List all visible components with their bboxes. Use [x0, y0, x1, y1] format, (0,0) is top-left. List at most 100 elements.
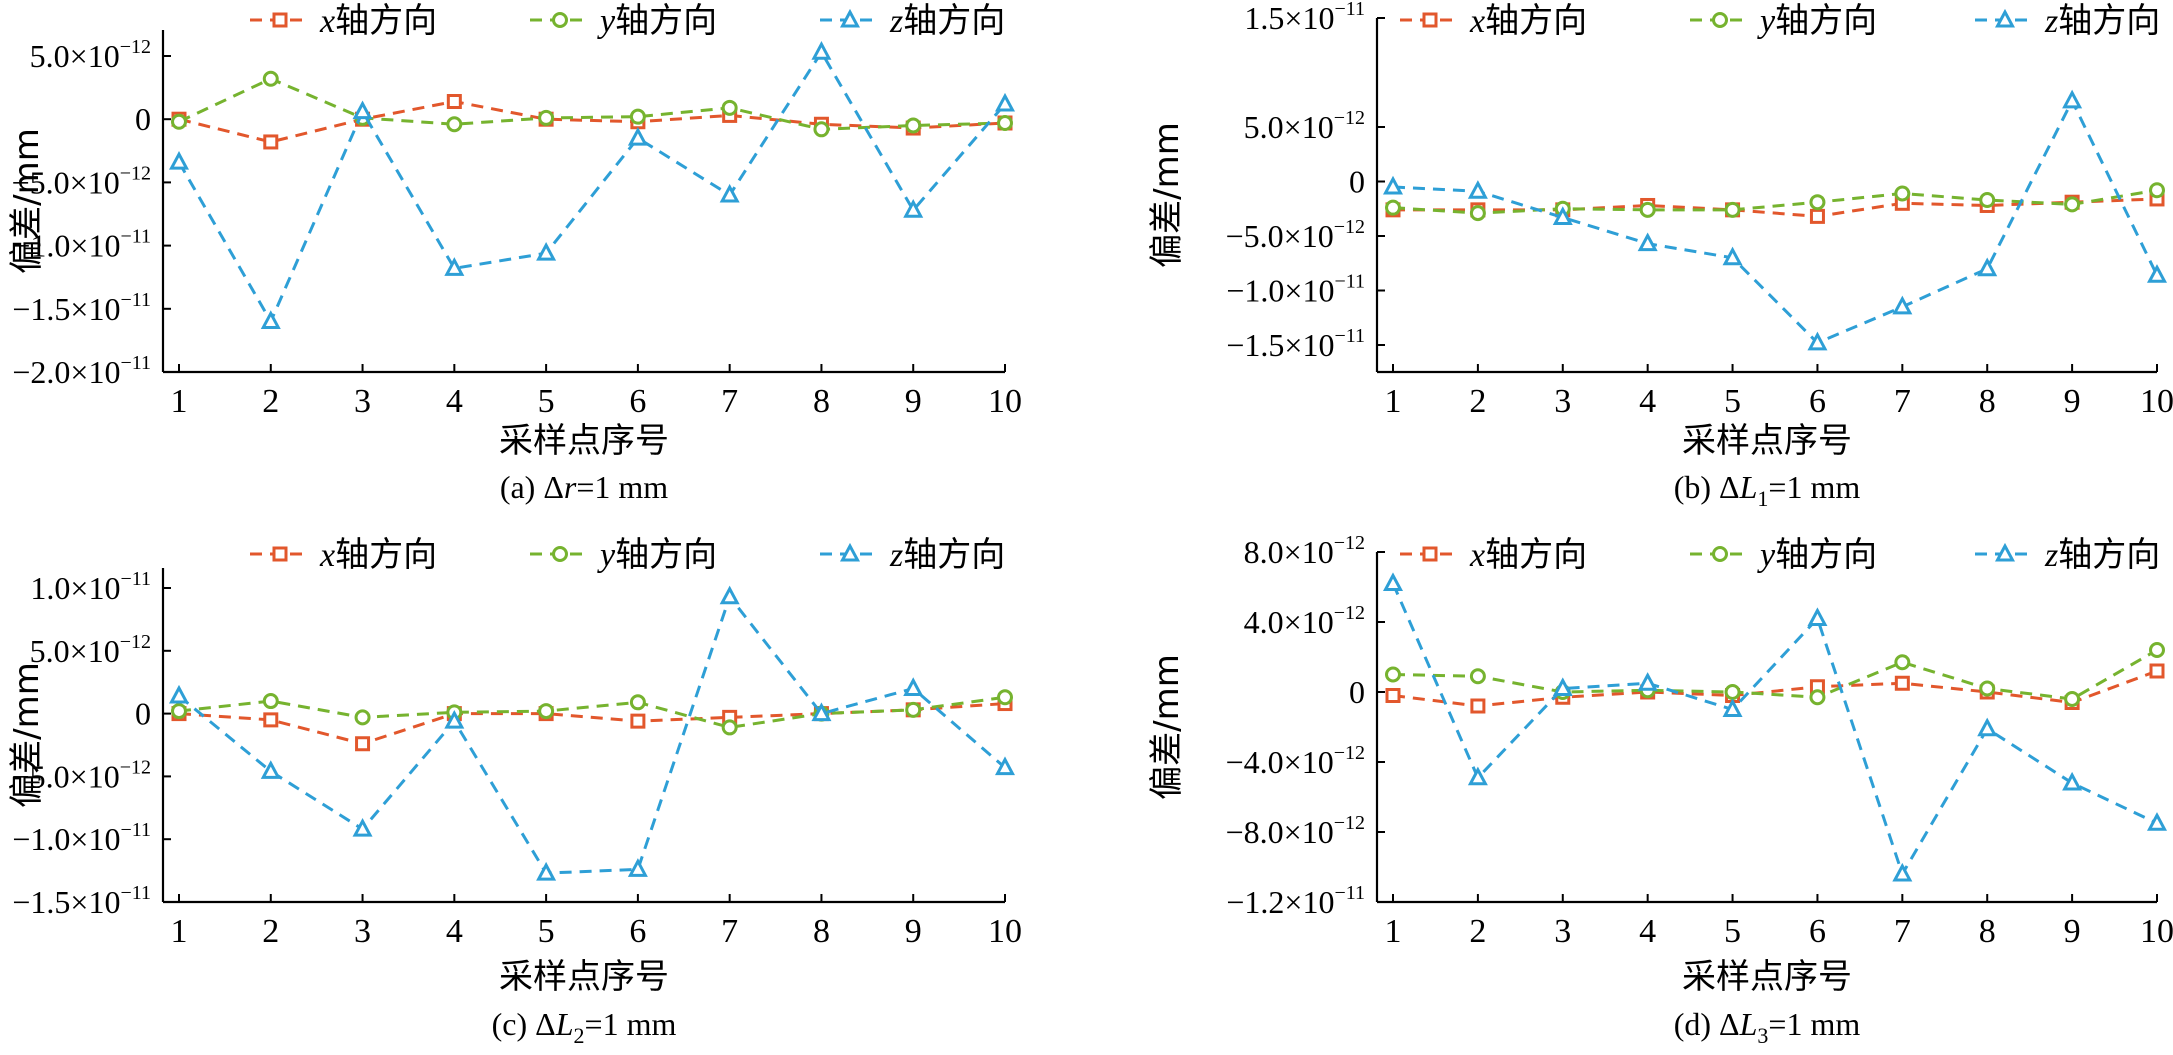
x-tick-label: 3 [354, 383, 371, 420]
data-point-y [2064, 196, 2081, 213]
data-point-z [1552, 677, 1573, 696]
data-point-y [2149, 182, 2165, 199]
y-axis-label: 偏差/mm [1147, 122, 1187, 268]
y-tick-label: −1.0×10−11 [12, 226, 151, 264]
data-point-z [994, 756, 1016, 776]
x-tick-label: 6 [629, 383, 646, 420]
data-point-y [2064, 691, 2081, 707]
x-tick-label: 9 [2064, 383, 2081, 420]
data-point-y [629, 694, 646, 711]
data-point-z [1807, 607, 1828, 626]
series-line-y [178, 77, 1006, 131]
data-point-y [538, 109, 555, 126]
y-tick-label: −8.0×10−12 [1226, 812, 1365, 850]
data-point-z [2062, 89, 2083, 109]
data-point-y [1809, 689, 1826, 706]
y-tick-label: −5.0×10−12 [1226, 216, 1365, 254]
y-tick-label: −1.5×10−11 [12, 289, 151, 327]
x-tick-label: 5 [538, 383, 555, 420]
series-line-x [178, 702, 1006, 746]
series-line-x [1392, 669, 2158, 708]
data-point-x [630, 713, 646, 729]
y-axis-label: 偏差/mm [1147, 654, 1187, 800]
data-point-z [2146, 264, 2168, 283]
data-point-z [1467, 180, 1488, 199]
x-tick-label: 2 [1469, 383, 1486, 420]
legend-marker [272, 12, 288, 28]
data-point-z [260, 760, 281, 779]
data-point-z [2146, 812, 2168, 831]
legend-label-x: x轴方向 [1469, 535, 1587, 575]
data-point-y [1469, 205, 1486, 222]
data-point-y [171, 113, 187, 130]
x-tick-label: 2 [1469, 913, 1486, 950]
data-point-z [1637, 672, 1658, 691]
y-tick-label: −1.2×10−11 [1226, 882, 1365, 920]
x-tick-label: 7 [1894, 383, 1911, 420]
series-line-y [1392, 188, 2158, 215]
x-tick-label: 10 [2140, 383, 2173, 420]
data-point-y [1469, 668, 1486, 685]
legend-label-z: z轴方向 [889, 535, 1005, 575]
y-tick-label: 0 [135, 101, 151, 137]
x-axis-label: 采样点序号 [499, 957, 669, 997]
data-point-y [721, 99, 738, 116]
data-point-y [262, 693, 279, 710]
data-point-y [1809, 194, 1826, 211]
data-point-y [997, 114, 1013, 131]
data-point-y [2149, 642, 2165, 658]
series-line-z [178, 593, 1006, 875]
y-axis-label: 偏差/mm [7, 662, 47, 808]
data-point-z [1807, 331, 1828, 351]
data-point-y [1894, 185, 1911, 202]
series-line-z [177, 49, 1007, 325]
y-tick-label: −4.0×10−12 [1226, 742, 1365, 780]
data-point-z [1552, 206, 1573, 225]
data-point-z [2062, 771, 2083, 791]
data-point-z [168, 150, 190, 170]
y-axis-label: 偏差/mm [7, 128, 47, 274]
data-point-z [536, 861, 557, 881]
data-point-y [1385, 666, 1401, 683]
data-point-z [719, 585, 740, 605]
data-point-z [994, 92, 1016, 112]
y-tick-label: −1.5×10−11 [12, 882, 151, 920]
legend-marker [1712, 546, 1728, 562]
y-tick-label: 5.0×10−12 [30, 36, 151, 74]
data-point-z [168, 684, 190, 704]
x-tick-label: 4 [446, 913, 463, 950]
x-tick-label: 1 [171, 913, 188, 950]
x-tick-label: 6 [1809, 383, 1826, 420]
legend-label-x: x轴方向 [1469, 1, 1587, 41]
panel-2: 1.0×10−11 5.0×10−12 0 −5.0×10−12 −1.0×10−11 −… [7, 535, 1022, 1048]
y-tick-label: 0 [1349, 674, 1365, 710]
data-point-y [1894, 654, 1911, 671]
x-tick-label: 1 [1385, 383, 1402, 420]
data-point-y [262, 70, 279, 87]
data-point-y [905, 701, 922, 718]
data-point-y [813, 121, 830, 138]
y-tick-label: 5.0×10−12 [1244, 107, 1365, 145]
legend-marker [272, 546, 288, 562]
x-axis-label: 采样点序号 [1682, 421, 1852, 461]
data-point-x [355, 736, 371, 752]
data-point-z [903, 199, 924, 218]
legend-marker [552, 12, 568, 28]
data-point-y [997, 689, 1013, 706]
legend-marker [552, 546, 568, 562]
data-point-y [1724, 201, 1741, 218]
y-tick-label: −1.5×10−11 [1226, 325, 1365, 363]
x-axis-label: 采样点序号 [1682, 957, 1852, 997]
y-tick-label: 1.0×10−11 [30, 568, 151, 606]
legend-label-z: z轴方向 [2044, 535, 2160, 575]
data-point-x [1894, 675, 1910, 691]
y-tick-label: −1.0×10−11 [12, 819, 151, 857]
data-point-y [1724, 684, 1741, 700]
panel-0: 5.0×10−12 0 −5.0×10−12 −1.0×10−11 −1.5×10−11… [7, 1, 1022, 505]
panel-caption: (a) Δr=1 mm [500, 469, 668, 505]
x-tick-label: 3 [354, 913, 371, 950]
data-point-z [1977, 717, 1998, 737]
legend-label-y: y轴方向 [1757, 535, 1877, 575]
legend-marker [839, 8, 861, 28]
